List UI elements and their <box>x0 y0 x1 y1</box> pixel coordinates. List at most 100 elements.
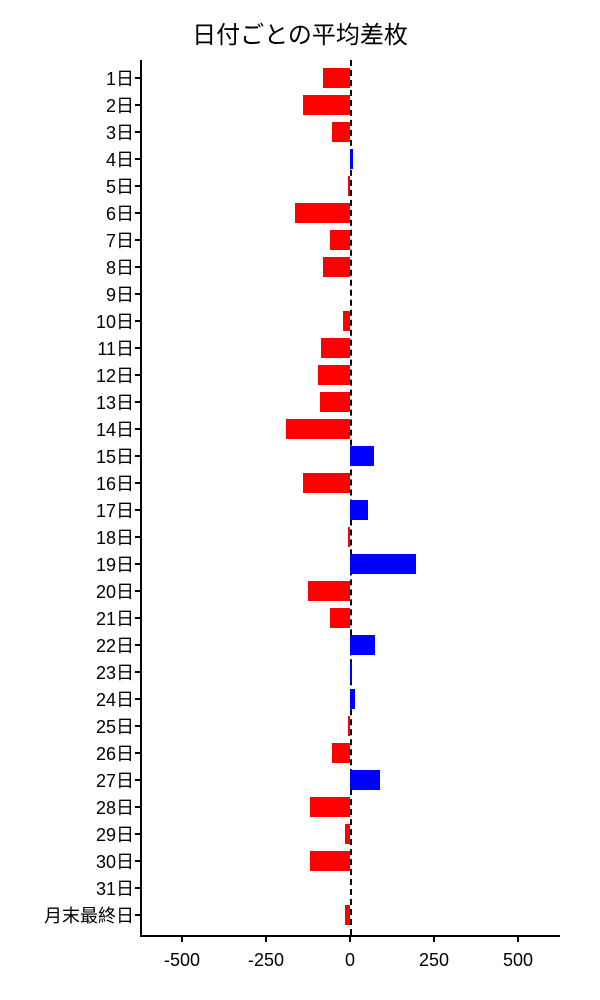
chart-title: 日付ごとの平均差枚 <box>0 15 600 50</box>
y-axis-label: 7日 <box>106 227 134 253</box>
y-axis-label: 5日 <box>106 173 134 199</box>
bar <box>310 851 350 871</box>
y-axis-label: 21日 <box>96 605 134 631</box>
bar <box>323 68 350 88</box>
x-axis-tick <box>349 935 351 942</box>
y-axis-label: 8日 <box>106 254 134 280</box>
y-axis-tick <box>135 860 142 862</box>
y-axis-label: 1日 <box>106 65 134 91</box>
x-axis-label: -500 <box>164 950 200 971</box>
y-axis-tick <box>135 239 142 241</box>
x-axis-tick <box>517 935 519 942</box>
y-axis-tick <box>135 212 142 214</box>
y-axis-label: 10日 <box>96 308 134 334</box>
y-axis-label: 25日 <box>96 713 134 739</box>
bar <box>332 743 350 763</box>
y-axis-label: 6日 <box>106 200 134 226</box>
y-axis-label: 17日 <box>96 497 134 523</box>
y-axis-tick <box>135 671 142 673</box>
y-axis-tick <box>135 77 142 79</box>
bar <box>350 662 352 682</box>
bar <box>286 419 350 439</box>
bar <box>345 905 350 925</box>
y-axis-label: 3日 <box>106 119 134 145</box>
y-axis-tick <box>135 887 142 889</box>
bar <box>330 608 350 628</box>
bar <box>348 176 350 196</box>
x-axis-tick <box>433 935 435 942</box>
bar <box>348 716 350 736</box>
y-axis-tick <box>135 725 142 727</box>
bar <box>345 824 350 844</box>
y-axis <box>140 60 142 935</box>
y-axis-tick <box>135 779 142 781</box>
y-axis-tick <box>135 806 142 808</box>
y-axis-tick <box>135 455 142 457</box>
y-axis-label: 月末最終日 <box>44 902 134 928</box>
bar <box>321 338 350 358</box>
y-axis-label: 19日 <box>96 551 134 577</box>
y-axis-tick <box>135 914 142 916</box>
bar <box>310 797 350 817</box>
y-axis-tick <box>135 104 142 106</box>
chart-container: 日付ごとの平均差枚 1日2日3日4日5日6日7日8日9日10日11日12日13日… <box>0 0 600 1000</box>
y-axis-label: 23日 <box>96 659 134 685</box>
zero-reference-line <box>350 60 352 935</box>
y-axis-label: 22日 <box>96 632 134 658</box>
y-axis-tick <box>135 266 142 268</box>
y-axis-label: 26日 <box>96 740 134 766</box>
y-axis-tick <box>135 347 142 349</box>
y-axis-tick <box>135 833 142 835</box>
bar <box>343 311 350 331</box>
y-axis-tick <box>135 158 142 160</box>
x-axis-tick <box>181 935 183 942</box>
y-axis-tick <box>135 293 142 295</box>
y-axis-label: 24日 <box>96 686 134 712</box>
y-axis-label: 16日 <box>96 470 134 496</box>
y-axis-label: 9日 <box>106 281 134 307</box>
bar <box>332 122 350 142</box>
y-axis-tick <box>135 482 142 484</box>
bar <box>320 392 350 412</box>
y-axis-tick <box>135 509 142 511</box>
y-axis-tick <box>135 320 142 322</box>
y-axis-label: 13日 <box>96 389 134 415</box>
x-axis-label: 250 <box>419 950 449 971</box>
bar <box>303 95 350 115</box>
bar <box>350 500 368 520</box>
bar <box>323 257 350 277</box>
bar <box>350 770 380 790</box>
y-axis-tick <box>135 428 142 430</box>
y-axis-label: 14日 <box>96 416 134 442</box>
x-axis-label: 500 <box>503 950 533 971</box>
y-axis-tick <box>135 185 142 187</box>
x-axis-tick <box>265 935 267 942</box>
y-axis-tick <box>135 536 142 538</box>
bar <box>308 581 350 601</box>
y-axis-label: 27日 <box>96 767 134 793</box>
y-axis-label: 15日 <box>96 443 134 469</box>
bar <box>350 446 374 466</box>
bar <box>295 203 350 223</box>
y-axis-tick <box>135 644 142 646</box>
y-axis-label: 18日 <box>96 524 134 550</box>
y-axis-label: 29日 <box>96 821 134 847</box>
y-axis-label: 11日 <box>97 335 134 361</box>
bar <box>350 554 416 574</box>
bar <box>350 689 355 709</box>
y-axis-tick <box>135 698 142 700</box>
y-axis-label: 20日 <box>96 578 134 604</box>
bar <box>350 149 353 169</box>
y-axis-tick <box>135 131 142 133</box>
y-axis-tick <box>135 590 142 592</box>
y-axis-label: 4日 <box>106 146 134 172</box>
y-axis-label: 12日 <box>96 362 134 388</box>
bar <box>350 635 375 655</box>
y-axis-tick <box>135 401 142 403</box>
y-axis-tick <box>135 374 142 376</box>
y-axis-label: 2日 <box>106 92 134 118</box>
x-axis-label: 0 <box>345 950 355 971</box>
y-axis-tick <box>135 752 142 754</box>
bar <box>330 230 350 250</box>
y-axis-label: 31日 <box>96 875 134 901</box>
